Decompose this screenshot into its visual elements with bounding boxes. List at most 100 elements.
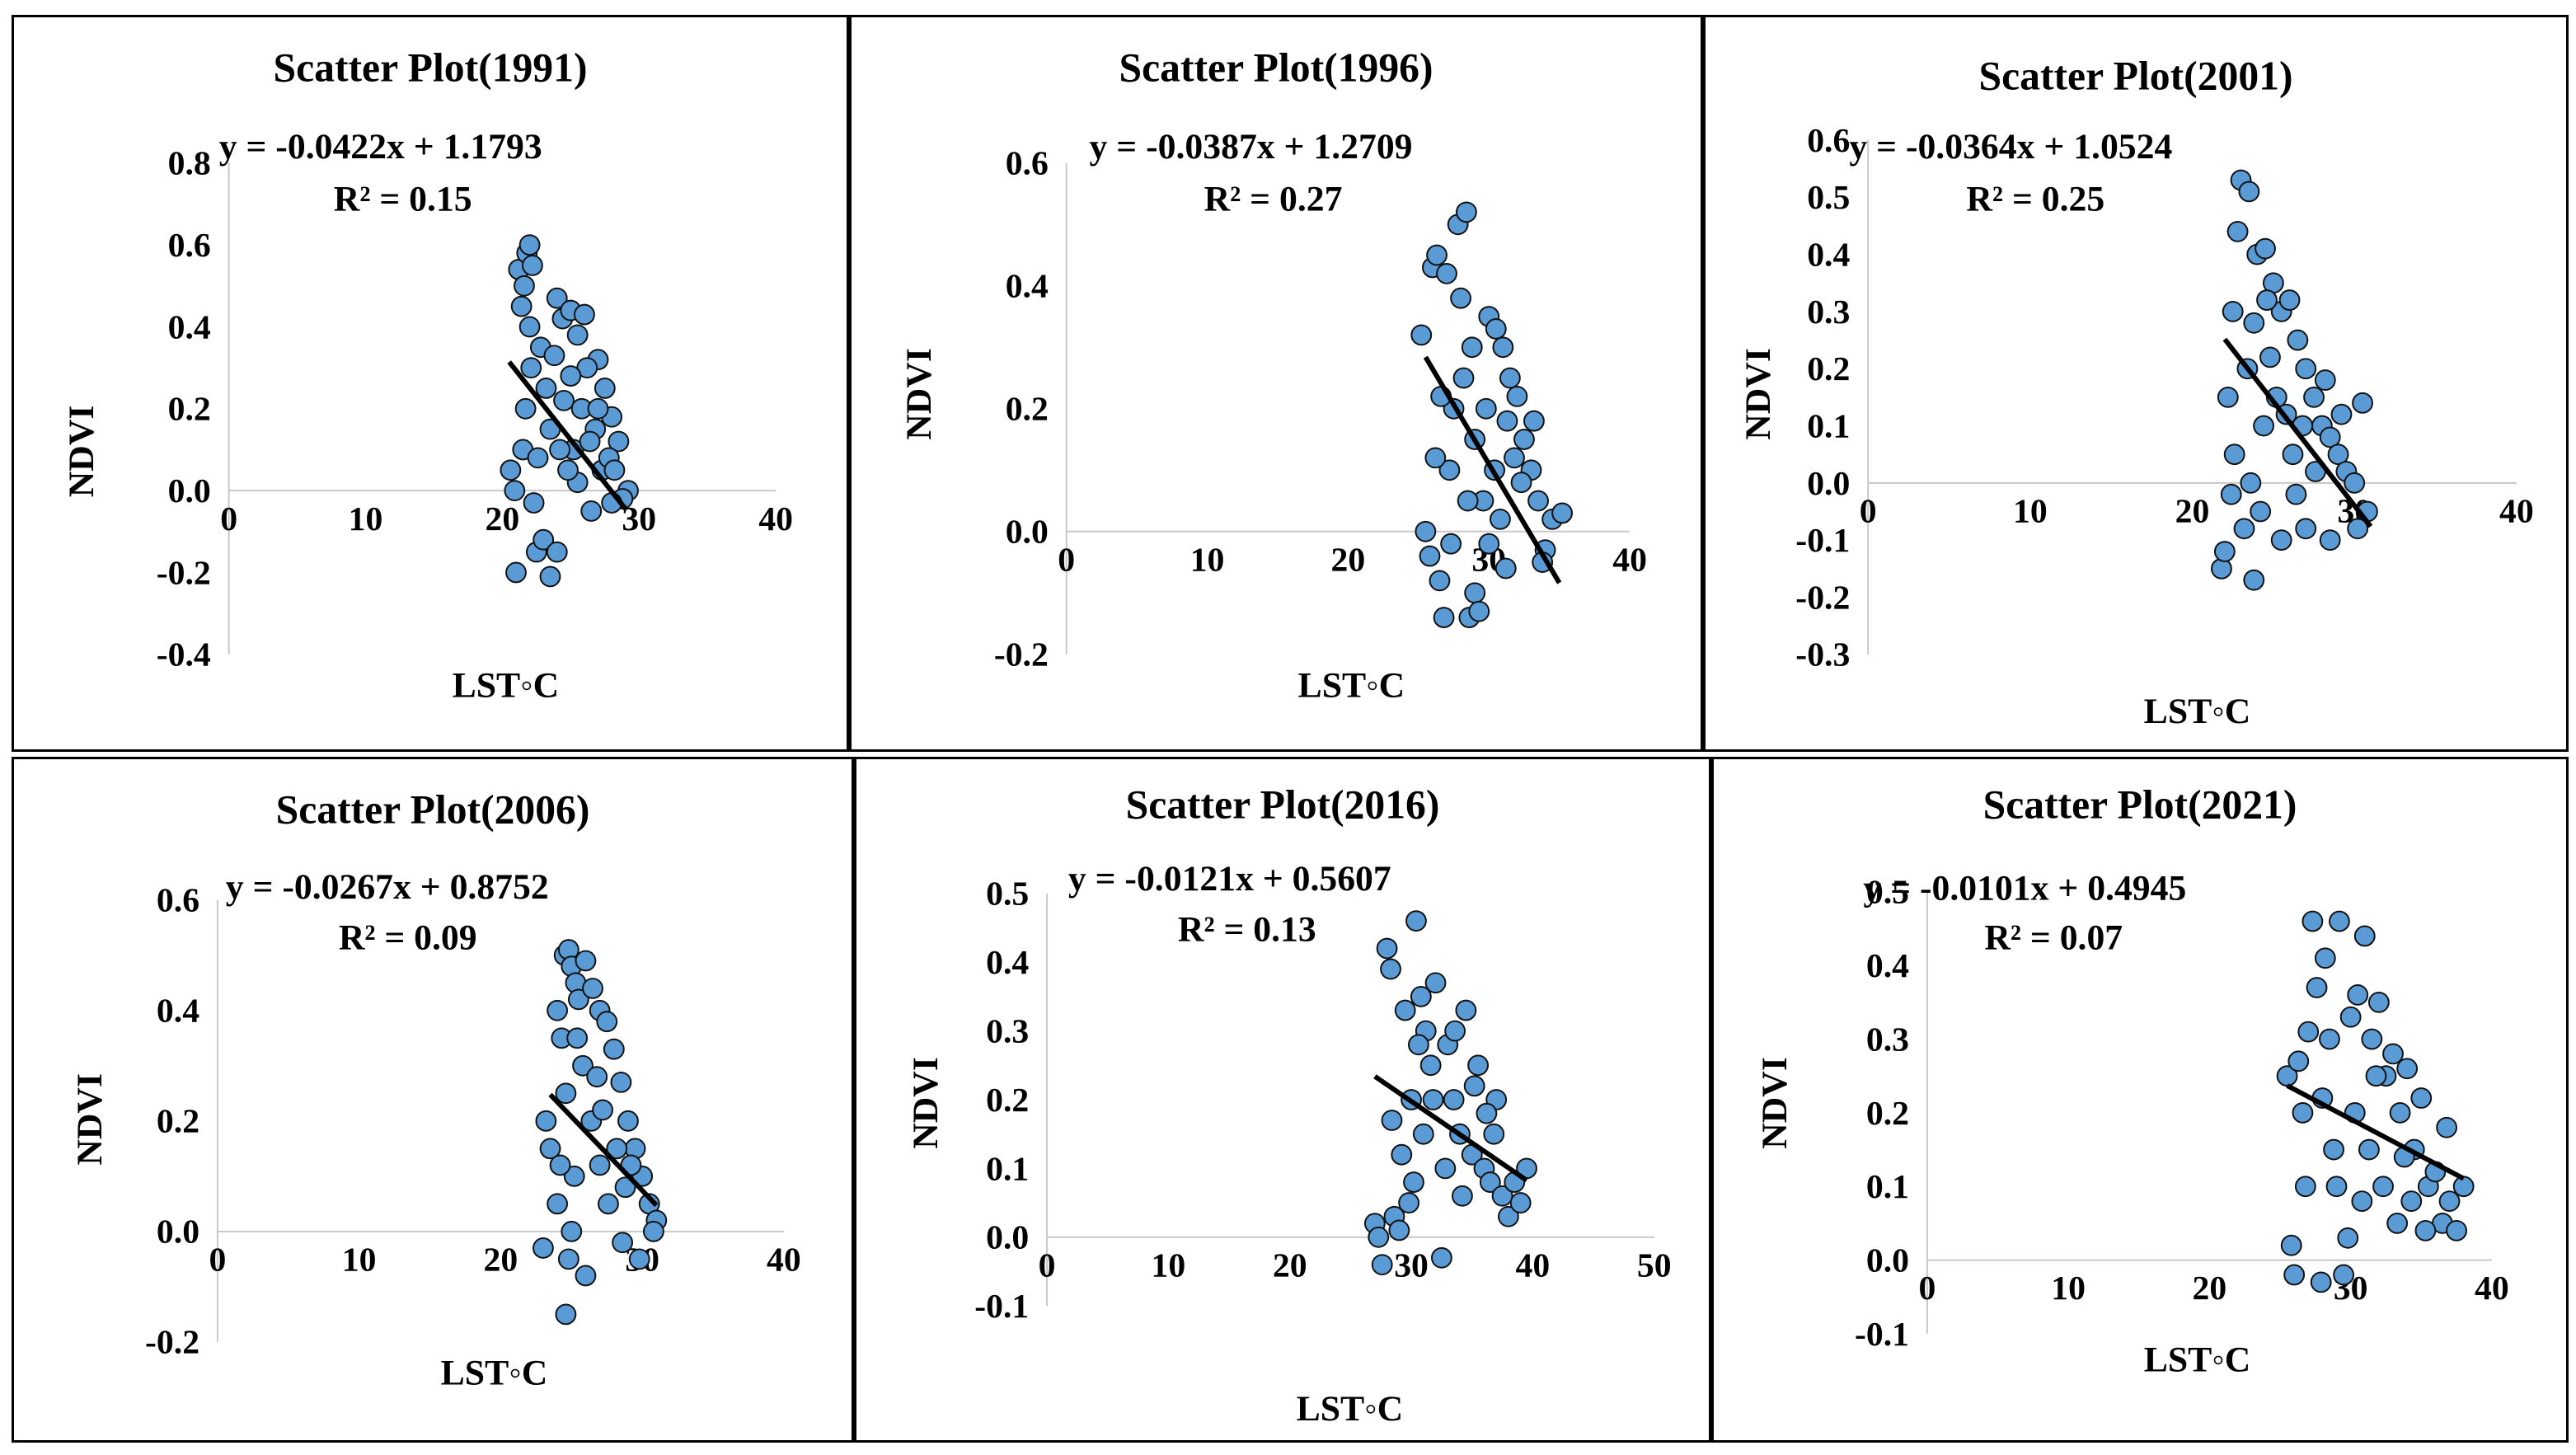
data-point [608, 430, 630, 453]
data-point [1438, 459, 1461, 481]
x-tick-label: 0 [1860, 493, 1877, 531]
data-point [574, 303, 595, 326]
data-point [617, 1110, 639, 1132]
data-point [546, 541, 568, 563]
scatter-plot: Scatter Plot(2016) -0.1 0.0 0.1 0.2 0.3 0.4 0.5… [906, 781, 1672, 1429]
data-point [2344, 472, 2366, 494]
data-point [1424, 447, 1447, 469]
data-point [575, 950, 597, 972]
data-point [1398, 1192, 1420, 1213]
x-tick-label: 0 [220, 500, 237, 538]
trend-line [2286, 1083, 2466, 1181]
data-point [2222, 301, 2244, 322]
y-tick-label: 0.5 [1866, 874, 1909, 912]
data-point [2319, 529, 2341, 551]
data-point [1452, 367, 1475, 389]
data-point [642, 1220, 664, 1242]
data-point [566, 324, 589, 346]
x-axis-label: LST◦C [2144, 1340, 2251, 1380]
y-tick-label: 0.4 [1866, 947, 1909, 985]
data-point [518, 316, 541, 338]
data-point [549, 439, 570, 461]
x-tick-label: 0 [1039, 1246, 1056, 1284]
data-point [2323, 1138, 2344, 1161]
data-point [2400, 1190, 2423, 1213]
data-point [2243, 569, 2265, 591]
r-squared: R² = 0.15 [334, 179, 472, 218]
y-tick-label: 0.2 [1807, 350, 1850, 388]
trend-line [507, 360, 628, 511]
data-point [535, 1110, 557, 1132]
data-point [2389, 1101, 2411, 1124]
data-point [2282, 444, 2304, 466]
data-point [2226, 220, 2249, 242]
y-tick-label: 0.8 [168, 145, 211, 183]
x-tick-label: 10 [2013, 493, 2048, 531]
data-point [1422, 1089, 1444, 1110]
x-tick-label: 20 [484, 1241, 518, 1279]
data-point [628, 1248, 650, 1270]
data-point [2314, 369, 2336, 392]
data-point [504, 480, 526, 502]
data-point [2329, 910, 2350, 932]
y-tick-label: 0.6 [1006, 145, 1049, 183]
data-point [2330, 403, 2353, 425]
x-tick-label: 40 [758, 500, 793, 538]
data-point [2358, 1138, 2380, 1161]
y-tick-label: 0.4 [986, 944, 1029, 982]
data-point [603, 459, 626, 481]
data-point [2292, 1101, 2314, 1124]
trend-line [548, 1092, 659, 1208]
y-tick-label: 0.0 [168, 472, 211, 510]
data-point [2217, 386, 2239, 408]
data-point [561, 1220, 583, 1242]
x-tick-label: 20 [2175, 493, 2210, 531]
data-point [1412, 1123, 1434, 1145]
y-axis-label: NDVI [899, 348, 939, 440]
data-point [514, 397, 537, 420]
data-point [589, 1154, 611, 1176]
y-tick-label: 0.2 [1006, 391, 1049, 429]
data-point [2294, 1176, 2316, 1198]
x-tick-label: 30 [1394, 1246, 1429, 1284]
data-point [1381, 1110, 1403, 1131]
trend-line [1423, 355, 1562, 584]
data-point [1490, 508, 1511, 530]
data-point [2438, 1190, 2461, 1213]
trend-equation: y = -0.0101x + 0.4945 [1863, 869, 2186, 908]
data-point [1510, 472, 1532, 494]
x-tick-label: 10 [2051, 1270, 2086, 1307]
data-point [1371, 1254, 1393, 1276]
data-point [575, 1265, 597, 1287]
data-point [533, 528, 555, 551]
scatter-plot: Scatter Plot(2006)-0.20.00.20.40.6010203… [70, 786, 801, 1392]
data-point [560, 365, 582, 387]
trend-equation: y = -0.0387x + 1.2709 [1090, 127, 1413, 167]
data-point [2287, 329, 2309, 351]
y-tick-label: 0.0 [986, 1219, 1029, 1257]
data-point [518, 234, 541, 256]
data-point [1468, 600, 1490, 622]
data-point [2367, 991, 2390, 1013]
data-point [1368, 1226, 1390, 1248]
data-point [539, 566, 561, 588]
scatter-plot: Scatter Plot(2001) -0.3 -0.2 -0.1 0.0 0.1 0.2 0… [1738, 53, 2534, 731]
chart-title: Scatter Plot(1991) [273, 45, 587, 90]
data-point [2337, 1227, 2359, 1249]
data-point [527, 447, 549, 469]
data-point [1388, 1219, 1410, 1241]
data-point [614, 1176, 636, 1199]
data-point [1415, 520, 1437, 542]
data-point [1456, 201, 1477, 223]
x-tick-label: 10 [1190, 541, 1225, 579]
x-tick-label: 0 [1058, 541, 1075, 579]
data-point [2382, 1043, 2404, 1065]
x-tick-label: 0 [209, 1241, 226, 1279]
data-point [1452, 1185, 1473, 1207]
data-point [2238, 181, 2260, 203]
data-point [580, 500, 603, 522]
data-point [2240, 472, 2262, 494]
data-point [2255, 237, 2276, 260]
data-point [547, 1193, 569, 1215]
data-point [1478, 533, 1500, 555]
